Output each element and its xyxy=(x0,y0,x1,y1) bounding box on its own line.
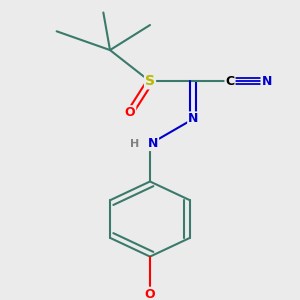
Text: O: O xyxy=(145,288,155,300)
Text: S: S xyxy=(145,74,155,88)
Text: N: N xyxy=(188,112,199,125)
Text: O: O xyxy=(125,106,135,119)
Text: H: H xyxy=(130,139,140,149)
Text: N: N xyxy=(262,75,272,88)
Text: N: N xyxy=(148,137,158,150)
Text: C: C xyxy=(225,75,235,88)
